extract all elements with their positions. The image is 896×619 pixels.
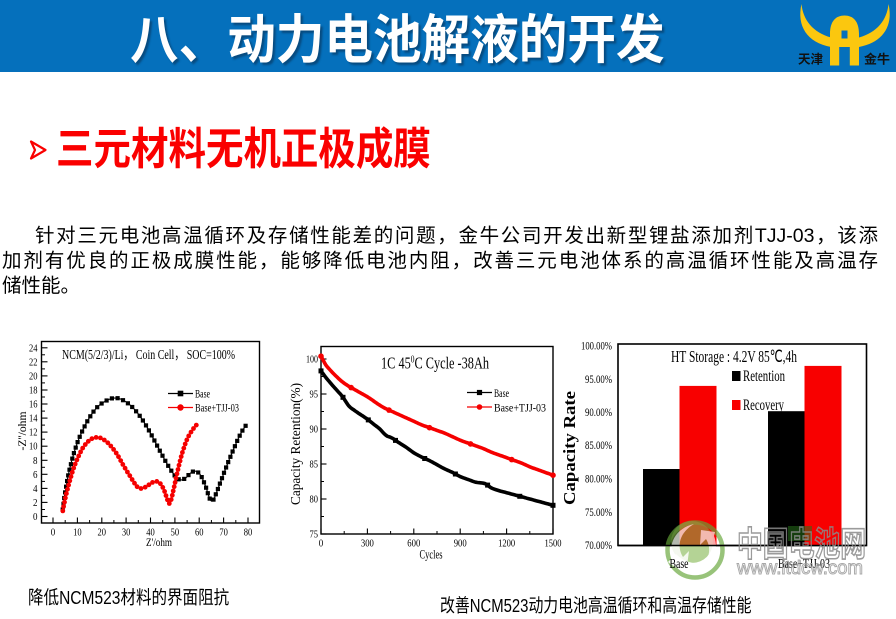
svg-text:1200: 1200 (498, 538, 515, 550)
svg-text:100: 100 (306, 354, 318, 366)
svg-text:50: 50 (171, 527, 180, 539)
svg-text:20: 20 (98, 527, 107, 539)
svg-text:Base+TJJ-03: Base+TJJ-03 (778, 557, 830, 572)
svg-text:20: 20 (29, 370, 38, 382)
svg-text:70.00%: 70.00% (585, 540, 612, 552)
svg-text:Base+TJJ-03: Base+TJJ-03 (195, 401, 239, 415)
svg-text:60: 60 (195, 527, 204, 539)
svg-text:40: 40 (146, 527, 155, 539)
svg-text:0: 0 (51, 527, 56, 539)
svg-text:80: 80 (244, 527, 253, 539)
svg-text:Recovery: Recovery (743, 397, 784, 414)
svg-text:85.00%: 85.00% (585, 440, 612, 452)
svg-text:0: 0 (33, 511, 38, 523)
svg-text:80: 80 (310, 494, 319, 506)
svg-text:75.00%: 75.00% (585, 507, 612, 519)
svg-text:金牛: 金牛 (864, 52, 890, 67)
svg-text:16: 16 (29, 399, 38, 411)
svg-text:80.00%: 80.00% (585, 474, 612, 486)
svg-text:22: 22 (29, 356, 38, 368)
svg-text:8: 8 (33, 455, 38, 467)
svg-text:Capacity Rate: Capacity Rate (560, 391, 579, 505)
svg-text:Capacity Retention(%): Capacity Retention(%) (289, 383, 304, 505)
svg-text:12: 12 (29, 427, 38, 439)
svg-text:10: 10 (29, 441, 38, 453)
svg-text:70: 70 (219, 527, 228, 539)
svg-text:天津: 天津 (798, 52, 823, 67)
svg-text:24: 24 (29, 342, 38, 354)
svg-text:Base: Base (494, 386, 509, 400)
svg-text:1500: 1500 (545, 538, 562, 550)
svg-text:Base: Base (195, 387, 210, 401)
svg-text:Cycles: Cycles (420, 547, 443, 562)
svg-text:95: 95 (310, 389, 319, 401)
svg-text:30: 30 (122, 527, 131, 539)
svg-text:Z'/ohm: Z'/ohm (146, 535, 172, 549)
svg-text:14: 14 (29, 413, 38, 425)
svg-text:95.00%: 95.00% (585, 374, 612, 386)
svg-text:Base+TJJ-03: Base+TJJ-03 (494, 401, 546, 415)
svg-text:6: 6 (33, 469, 38, 481)
svg-text:www.itdcw.com: www.itdcw.com (736, 557, 863, 579)
svg-text:Base: Base (670, 557, 689, 572)
svg-text:75: 75 (310, 529, 319, 541)
svg-text:Retention: Retention (743, 368, 785, 385)
svg-text:4: 4 (33, 483, 38, 495)
svg-text:1C 450C Cycle -38Ah: 1C 450C Cycle -38Ah (381, 354, 490, 373)
svg-text:90.00%: 90.00% (585, 407, 612, 419)
svg-text:-Z''/ohm: -Z''/ohm (17, 411, 29, 450)
svg-text:中国电池网: 中国电池网 (737, 526, 866, 564)
svg-text:10: 10 (73, 527, 82, 539)
svg-text:90: 90 (310, 424, 319, 436)
svg-text:85: 85 (310, 459, 319, 471)
svg-text:600: 600 (407, 538, 420, 550)
svg-text:100.00%: 100.00% (581, 341, 612, 353)
svg-text:0: 0 (319, 538, 324, 550)
svg-text:18: 18 (29, 385, 38, 397)
svg-text:300: 300 (361, 538, 374, 550)
svg-text:NCM(5/2/3)/Li， Coin Cell， SO: NCM(5/2/3)/Li， Coin Cell， SOC=100% (62, 348, 235, 363)
svg-text:HT Storage : 4.2V 85℃,4h: HT Storage : 4.2V 85℃,4h (671, 347, 797, 366)
svg-text:2: 2 (33, 497, 38, 509)
svg-text:900: 900 (454, 538, 467, 550)
